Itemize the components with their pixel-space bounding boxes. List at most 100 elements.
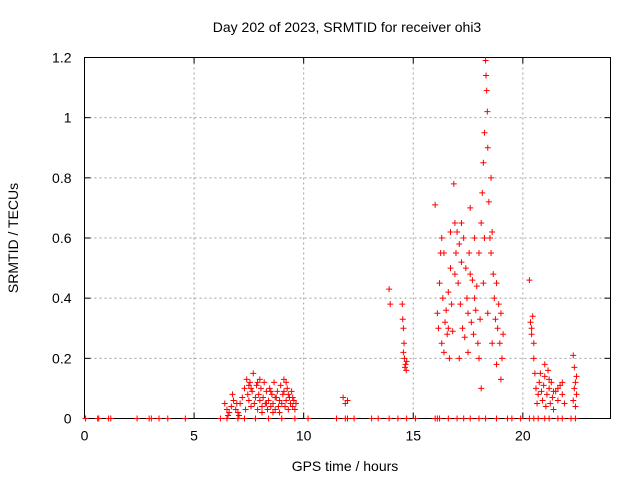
y-tick-label: 0 bbox=[64, 411, 72, 427]
data-point bbox=[289, 403, 296, 410]
data-point bbox=[246, 379, 253, 386]
data-point bbox=[527, 319, 534, 326]
data-point bbox=[454, 228, 461, 235]
data-point bbox=[248, 385, 255, 392]
data-point bbox=[474, 340, 481, 347]
data-point bbox=[255, 391, 262, 398]
data-point bbox=[457, 301, 464, 308]
data-point bbox=[264, 406, 271, 413]
data-point bbox=[476, 415, 482, 422]
data-point bbox=[485, 198, 492, 205]
data-point bbox=[479, 189, 486, 196]
data-point bbox=[550, 406, 557, 413]
y-tick-label: 0.8 bbox=[52, 170, 72, 186]
data-point bbox=[276, 409, 283, 416]
data-point bbox=[480, 159, 487, 166]
data-point bbox=[230, 397, 237, 404]
x-tick-label: 20 bbox=[515, 428, 531, 444]
data-point bbox=[223, 415, 230, 422]
data-point bbox=[342, 400, 349, 407]
data-point bbox=[559, 379, 566, 386]
data-point bbox=[438, 340, 445, 347]
data-point bbox=[344, 415, 351, 422]
data-point bbox=[573, 373, 580, 380]
x-tick-label: 15 bbox=[405, 428, 421, 444]
data-point bbox=[497, 376, 504, 383]
data-point bbox=[554, 397, 561, 404]
data-point bbox=[491, 295, 498, 302]
data-point bbox=[436, 415, 443, 422]
data-point bbox=[571, 385, 578, 392]
data-point bbox=[463, 295, 470, 302]
data-point bbox=[285, 406, 292, 413]
data-point bbox=[465, 349, 472, 356]
y-tick-label: 1.2 bbox=[52, 50, 72, 66]
data-point bbox=[401, 364, 408, 371]
data-point bbox=[234, 409, 241, 416]
data-point bbox=[435, 325, 442, 332]
data-point bbox=[472, 307, 479, 314]
data-point bbox=[279, 391, 286, 398]
data-point bbox=[272, 394, 279, 401]
data-point bbox=[156, 415, 163, 422]
data-point bbox=[476, 355, 482, 362]
data-point bbox=[447, 228, 454, 235]
data-point bbox=[257, 385, 264, 392]
data-point bbox=[242, 406, 249, 413]
data-point bbox=[447, 265, 454, 272]
data-point bbox=[254, 379, 261, 386]
data-point bbox=[289, 394, 296, 401]
data-point bbox=[460, 415, 467, 422]
data-point bbox=[451, 219, 458, 226]
data-point bbox=[436, 280, 443, 287]
data-point bbox=[256, 397, 263, 404]
data-point bbox=[403, 358, 410, 365]
data-point bbox=[386, 286, 393, 293]
data-point bbox=[344, 397, 351, 404]
data-point bbox=[282, 403, 289, 410]
data-point bbox=[536, 379, 543, 386]
data-point bbox=[570, 352, 577, 359]
data-point bbox=[234, 415, 241, 422]
data-point bbox=[477, 316, 484, 323]
data-point bbox=[400, 325, 407, 332]
data-point bbox=[290, 397, 297, 404]
data-point bbox=[471, 235, 478, 241]
data-point bbox=[225, 412, 232, 419]
data-point bbox=[243, 376, 250, 383]
data-point bbox=[226, 409, 233, 416]
data-point bbox=[537, 370, 544, 377]
data-point bbox=[489, 340, 496, 347]
data-point bbox=[232, 406, 239, 413]
data-point bbox=[454, 415, 461, 422]
data-point bbox=[249, 388, 256, 395]
data-point bbox=[465, 310, 472, 317]
data-point bbox=[260, 394, 267, 401]
y-tick-label: 0.6 bbox=[52, 230, 72, 246]
data-point bbox=[484, 144, 491, 151]
data-point bbox=[269, 409, 276, 416]
data-point bbox=[368, 415, 375, 422]
data-point bbox=[259, 403, 266, 410]
data-point bbox=[489, 228, 496, 235]
data-point bbox=[241, 415, 248, 422]
data-point bbox=[402, 361, 409, 368]
data-point bbox=[252, 394, 259, 401]
data-point bbox=[252, 415, 259, 422]
data-point bbox=[340, 394, 347, 401]
data-point bbox=[540, 382, 547, 389]
data-point bbox=[452, 250, 459, 257]
data-point bbox=[529, 313, 536, 320]
data-point bbox=[403, 367, 410, 374]
data-point bbox=[245, 382, 252, 389]
data-point bbox=[493, 361, 500, 368]
data-point bbox=[478, 219, 485, 226]
data-point bbox=[283, 397, 290, 404]
data-point bbox=[285, 391, 292, 398]
data-point bbox=[280, 376, 287, 383]
x-tick-label: 5 bbox=[190, 428, 198, 444]
data-point bbox=[401, 355, 408, 362]
data-point bbox=[467, 204, 474, 211]
